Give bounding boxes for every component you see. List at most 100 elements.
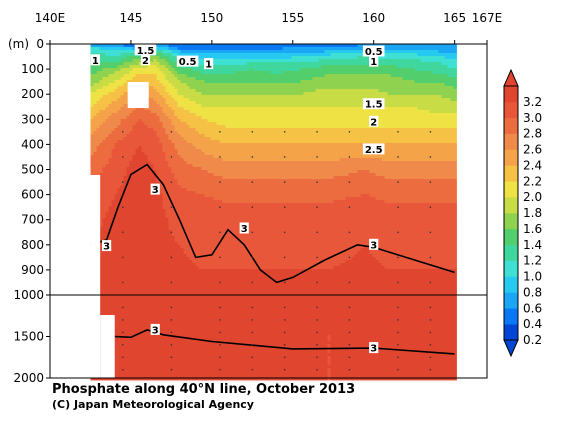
field-cell xyxy=(198,125,202,129)
field-cell xyxy=(384,125,388,129)
field-cell xyxy=(174,101,178,105)
field-cell xyxy=(171,119,175,123)
field-cell xyxy=(414,122,418,126)
field-cell xyxy=(384,107,388,111)
field-cell xyxy=(390,98,394,102)
field-cell xyxy=(324,47,328,51)
field-cell xyxy=(237,140,241,144)
field-cell xyxy=(312,122,316,126)
field-cell xyxy=(420,65,424,69)
field-cell xyxy=(105,119,109,123)
field-cell xyxy=(447,68,451,72)
field-cell xyxy=(408,146,412,150)
field-cell xyxy=(411,122,415,126)
field-cell xyxy=(342,74,346,78)
field-cell xyxy=(174,143,178,147)
field-cell xyxy=(270,59,274,63)
field-cell xyxy=(405,62,409,66)
field-cell xyxy=(150,119,154,123)
field-cell xyxy=(339,113,343,117)
field-cell xyxy=(117,44,121,48)
field-cell xyxy=(321,110,325,114)
field-cell xyxy=(282,68,286,72)
field-cell xyxy=(327,104,331,108)
field-cell xyxy=(168,80,172,84)
field-cell xyxy=(342,161,346,165)
field-cell xyxy=(195,89,199,93)
field-cell xyxy=(315,101,319,105)
field-cell xyxy=(231,95,235,99)
field-cell xyxy=(129,113,133,117)
field-cell xyxy=(273,44,277,48)
field-cell xyxy=(90,50,94,54)
field-cell xyxy=(438,134,442,138)
field-cell xyxy=(369,158,373,162)
field-cell xyxy=(405,104,409,108)
field-cell xyxy=(426,77,430,81)
field-cell xyxy=(318,77,322,81)
field-cell xyxy=(426,119,430,123)
field-cell xyxy=(273,152,277,156)
field-cell xyxy=(327,158,331,162)
field-cell xyxy=(195,44,199,48)
field-cell xyxy=(348,149,352,153)
field-cell xyxy=(276,53,280,57)
field-cell xyxy=(393,53,397,57)
field-cell xyxy=(315,44,319,48)
field-cell xyxy=(333,134,337,138)
field-cell xyxy=(165,152,169,156)
field-cell xyxy=(270,89,274,93)
field-cell xyxy=(273,68,277,72)
field-cell xyxy=(234,56,238,60)
field-cell xyxy=(297,92,301,96)
field-cell xyxy=(213,128,217,132)
field-cell xyxy=(189,134,193,138)
field-cell xyxy=(111,107,115,111)
field-cell xyxy=(252,116,256,120)
field-cell xyxy=(210,122,214,126)
field-cell xyxy=(408,62,412,66)
field-cell xyxy=(414,104,418,108)
field-cell xyxy=(219,44,223,48)
field-cell xyxy=(369,80,373,84)
field-cell xyxy=(414,92,418,96)
field-cell xyxy=(225,62,229,66)
field-cell xyxy=(234,47,238,51)
field-cell xyxy=(252,134,256,138)
field-cell xyxy=(120,92,124,96)
field-cell xyxy=(270,113,274,117)
field-cell xyxy=(237,125,241,129)
field-cell xyxy=(222,44,226,48)
field-cell xyxy=(231,107,235,111)
field-cell xyxy=(216,89,220,93)
field-cell xyxy=(303,92,307,96)
field-cell xyxy=(162,95,166,99)
field-cell xyxy=(450,128,454,132)
field-cell xyxy=(147,161,151,165)
field-cell xyxy=(426,113,430,117)
field-cell xyxy=(90,104,94,108)
field-cell xyxy=(177,89,181,93)
field-cell xyxy=(90,68,94,72)
field-cell xyxy=(351,155,355,159)
field-cell xyxy=(282,158,286,162)
field-cell xyxy=(207,137,211,141)
field-cell xyxy=(174,164,178,168)
field-cell xyxy=(372,74,376,78)
field-cell xyxy=(444,134,448,138)
field-cell xyxy=(417,158,421,162)
field-cell xyxy=(321,95,325,99)
field-cell xyxy=(249,86,253,90)
field-cell xyxy=(177,101,181,105)
field-cell xyxy=(312,98,316,102)
field-cell xyxy=(234,128,238,132)
field-cell xyxy=(153,110,157,114)
field-cell xyxy=(336,86,340,90)
field-cell xyxy=(276,161,280,165)
field-cell xyxy=(438,74,442,78)
field-cell xyxy=(336,44,340,48)
field-cell xyxy=(390,146,394,150)
field-cell xyxy=(234,59,238,63)
field-cell xyxy=(192,86,196,90)
field-cell xyxy=(108,62,112,66)
